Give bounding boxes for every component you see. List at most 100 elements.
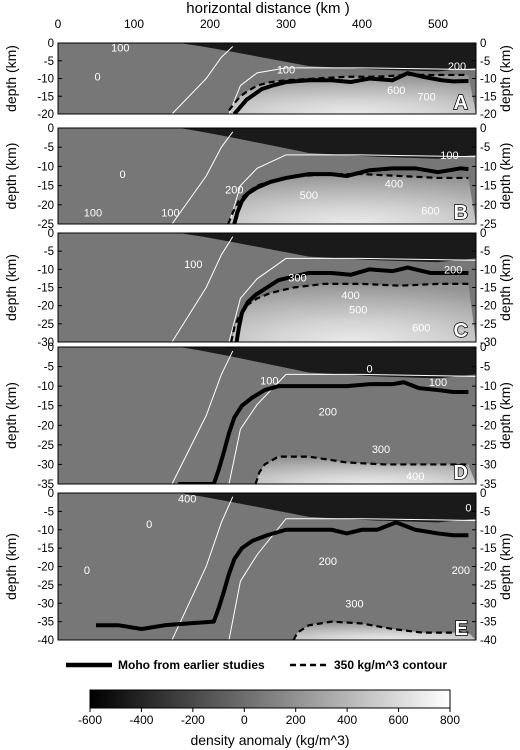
- moho-line: [234, 265, 469, 342]
- contour-350-line: [230, 282, 469, 342]
- contour-label: 300: [288, 273, 306, 285]
- contour-label: 0: [120, 169, 126, 181]
- y-tick-label-left: -35: [37, 479, 54, 491]
- legend-moho-label: Moho from earlier studies: [118, 658, 265, 672]
- field-low-density: [179, 43, 476, 72]
- x-tick-label: 400: [352, 17, 372, 31]
- y-tick-label-right: -35: [480, 479, 497, 491]
- contour-label: 200: [319, 556, 337, 568]
- colorbar-gradient: [89, 689, 451, 709]
- contour-line: [228, 67, 476, 114]
- field-low-density: [179, 493, 476, 523]
- contour-label: 400: [385, 179, 403, 191]
- y-tick-label-left: -15: [37, 543, 54, 555]
- y-tick-label-left: -5: [44, 362, 54, 374]
- colorbar-tick-label: 200: [286, 713, 306, 727]
- x-tick-label: 100: [124, 17, 144, 31]
- y-tick-label-left: -25: [37, 580, 54, 592]
- colorbar-label: density anomaly (kg/m^3): [190, 732, 349, 748]
- panel-field: 100 0 100 600 700 200: [58, 43, 476, 114]
- y-axis-label-right: depth (km): [497, 45, 513, 112]
- field-high-density: [293, 621, 476, 640]
- y-tick-label-left: 0: [48, 228, 54, 240]
- y-tick-label-left: -5: [44, 246, 54, 258]
- contour-label: 500: [300, 190, 318, 202]
- panel-frame: [57, 346, 477, 485]
- y-tick-label-right: 0: [480, 488, 486, 500]
- panel-D: 100 200 300 400 100 0 0 0 -5 -5 -10 -10 -15 -15 -20 -20…: [3, 342, 513, 491]
- y-tick-label-left: -40: [37, 635, 54, 647]
- panel-A: 100 0 100 600 700 200 0 0 -5 -5 -10 -10 -15 -15 -20 -20…: [3, 38, 513, 121]
- contour-label: 100: [84, 207, 102, 219]
- contour-line: [228, 257, 476, 342]
- field-low-density: [179, 233, 476, 263]
- y-tick-label-right: -30: [480, 337, 497, 349]
- panel-letter: B: [454, 202, 468, 224]
- contour-line: [171, 236, 234, 342]
- y-tick-label-right: -10: [480, 161, 497, 173]
- y-tick-label-left: -5: [44, 56, 54, 68]
- contour-label: 700: [417, 91, 435, 103]
- panel-field: 100 200 300 400 500 600: [58, 233, 476, 342]
- y-tick-label-right: -5: [480, 142, 490, 154]
- panel-B: 0 100 100 200 400 500 600 100 0 0 -5 -5 -10 -10 -15 -15…: [3, 123, 513, 231]
- contour-label: 200: [452, 565, 470, 577]
- y-tick-label-right: -15: [480, 543, 497, 555]
- panel-field: 100 200 300 400 100 0: [58, 347, 476, 484]
- contour-label: 200: [225, 184, 243, 196]
- y-tick-label-right: -10: [480, 264, 497, 276]
- y-tick-label-right: -10: [480, 74, 497, 86]
- colorbar-tick-label: 400: [337, 713, 357, 727]
- contour-line: [171, 350, 234, 484]
- y-tick-label-right: -25: [480, 440, 497, 452]
- panel-frame: [57, 127, 477, 225]
- y-tick-label-right: -30: [480, 459, 497, 471]
- panel-field: 0 100 100 200 400 500 600 100: [58, 128, 476, 224]
- contour-label: 100: [260, 375, 278, 387]
- y-tick-label-right: -5: [480, 246, 490, 258]
- colorbar-tick-label: -600: [78, 713, 102, 727]
- y-tick-label-right: -25: [480, 580, 497, 592]
- panel-letter: D: [454, 462, 468, 484]
- y-tick-label-left: -20: [37, 301, 54, 313]
- contour-label: 600: [421, 206, 439, 218]
- contour-label: 400: [178, 494, 196, 506]
- y-tick-label-left: -20: [37, 420, 54, 432]
- y-tick-label-left: -10: [37, 525, 54, 537]
- field-high-density: [231, 283, 476, 342]
- y-tick-label-left: -30: [37, 459, 54, 471]
- panel-letter: A: [454, 92, 468, 114]
- colorbar-tick-label: 600: [389, 713, 409, 727]
- y-tick-label-left: -10: [37, 74, 54, 86]
- panel-letter: E: [455, 618, 468, 640]
- moho-line: [232, 166, 469, 224]
- y-axis-label-right: depth (km): [497, 533, 513, 600]
- contour-label: 100: [184, 259, 202, 271]
- contour-line: [171, 46, 234, 114]
- y-tick-label-left: -25: [37, 440, 54, 452]
- contour-label: 0: [465, 503, 471, 515]
- y-tick-label-left: -30: [37, 598, 54, 610]
- y-tick-label-right: -10: [480, 525, 497, 537]
- y-tick-label-left: -20: [37, 562, 54, 574]
- y-tick-label-right: -5: [480, 506, 490, 518]
- contour-label: 600: [412, 322, 430, 334]
- y-tick-label-left: -20: [37, 109, 54, 121]
- y-tick-label-right: 0: [480, 342, 486, 354]
- y-tick-label-right: -25: [480, 219, 497, 231]
- y-axis-label-left: depth (km): [3, 254, 19, 321]
- contour-label: 200: [319, 407, 337, 419]
- panel-letter: C: [454, 320, 468, 342]
- contour-line: [228, 518, 476, 640]
- y-axis-label-left: depth (km): [3, 143, 19, 210]
- y-tick-label-left: -15: [37, 283, 54, 295]
- y-tick-label-left: 0: [48, 123, 54, 135]
- contour-label: 100: [111, 43, 129, 55]
- contour-label: 400: [406, 471, 424, 483]
- moho-line: [96, 520, 469, 631]
- y-tick-label-right: 0: [480, 38, 486, 50]
- contour-label: 100: [277, 65, 295, 77]
- y-tick-label-left: -15: [37, 401, 54, 413]
- y-tick-label-left: -25: [37, 219, 54, 231]
